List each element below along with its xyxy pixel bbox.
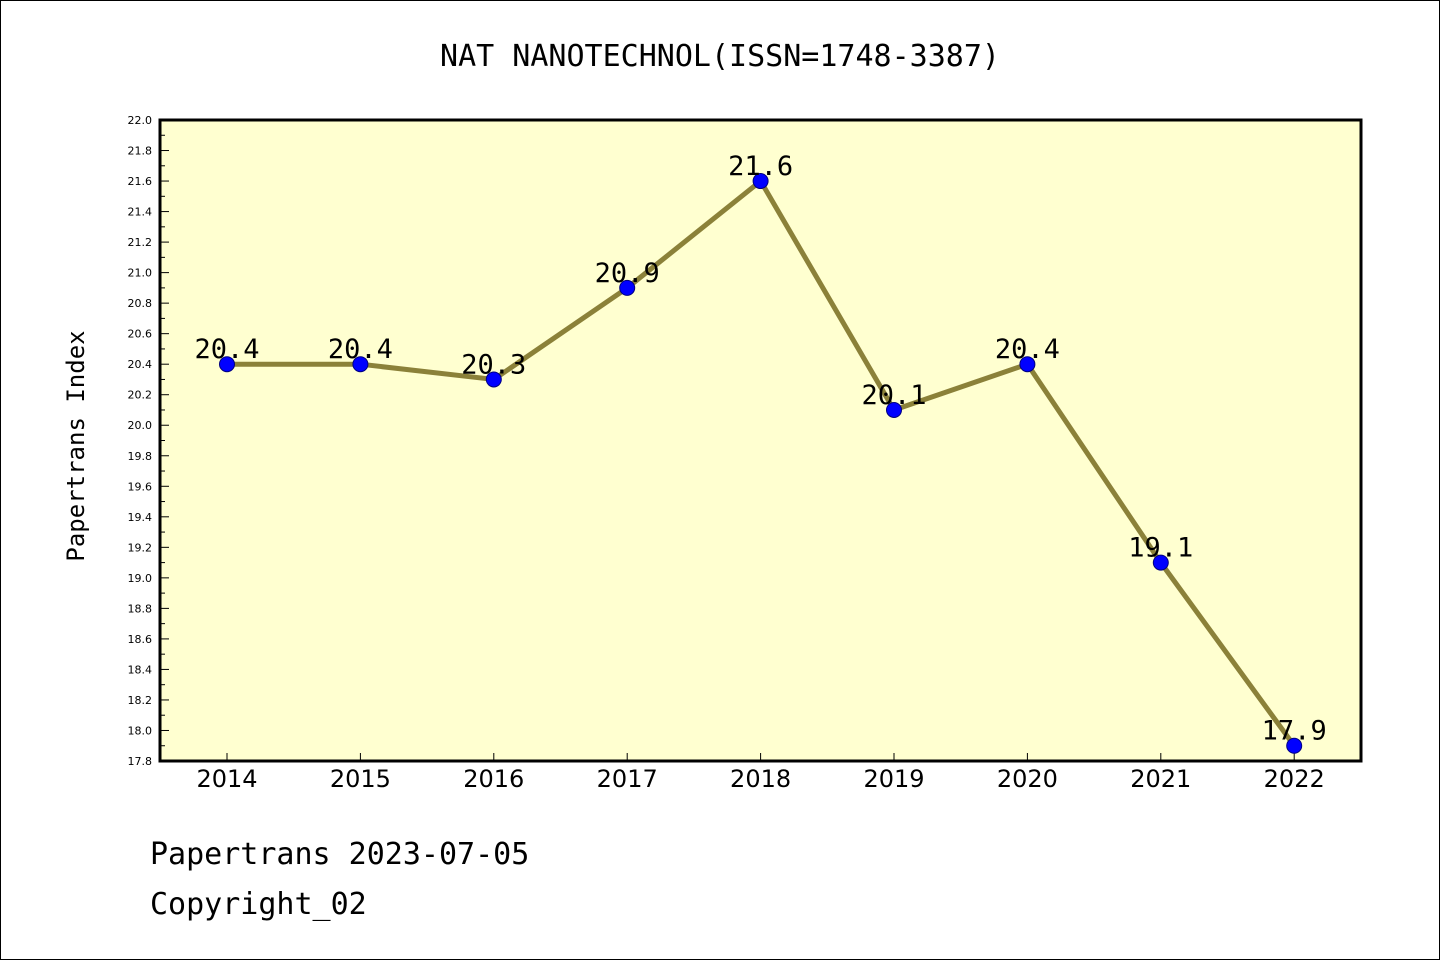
y-tick-label: 20.4 [128, 358, 153, 371]
data-point [352, 356, 369, 373]
marker-group [219, 173, 1303, 754]
y-tick-label: 18.2 [128, 694, 153, 707]
data-point [1019, 356, 1036, 373]
chart-title: NAT NANOTECHNOL(ISSN=1748-3387) [440, 39, 1000, 74]
y-tick-label: 20.0 [128, 419, 153, 432]
y-tick-label: 19.2 [128, 541, 153, 554]
data-point [752, 173, 769, 190]
x-tick-label: 2014 [196, 765, 257, 793]
data-label: 20.3 [461, 349, 526, 380]
data-point [619, 279, 636, 296]
y-tick-label: 21.0 [128, 267, 153, 280]
data-label: 20.4 [995, 334, 1060, 365]
y-tick-label: 21.6 [128, 175, 153, 188]
data-label: 17.9 [1262, 716, 1327, 747]
data-label: 19.1 [1128, 533, 1193, 564]
y-axis: 17.8 18.0 18.2 18.4 18.6 18.8 19.0 19.2 19.4 19.6… [128, 114, 169, 768]
data-point [1286, 737, 1303, 754]
y-tick-label: 18.4 [128, 663, 153, 676]
y-tick-label: 18.6 [128, 633, 153, 646]
plot-area [158, 118, 1363, 763]
y-tick-label: 19.4 [128, 511, 153, 524]
data-label: 20.1 [861, 380, 926, 411]
y-tick-label: 18.8 [128, 602, 153, 615]
y-tick-label: 19.8 [128, 450, 153, 463]
y-tick-label: 20.8 [128, 297, 153, 310]
y-tick-label: 20.6 [128, 328, 153, 341]
data-label: 21.6 [728, 151, 793, 182]
y-tick-label: 19.6 [128, 480, 153, 493]
y-tick-label: 22.0 [128, 114, 153, 127]
y-tick-label: 20.2 [128, 389, 153, 402]
x-tick-label: 2021 [1130, 765, 1191, 793]
data-point [1152, 554, 1169, 571]
x-tick-label: 2015 [330, 765, 391, 793]
data-point [886, 401, 902, 418]
y-tick-label: 18.0 [128, 724, 153, 737]
data-label: 20.4 [194, 334, 259, 365]
x-tick-label: 2019 [863, 765, 924, 793]
y-tick-label: 21.8 [128, 145, 153, 158]
y-tick-label: 17.8 [128, 755, 153, 768]
y-tick-label: 21.4 [128, 206, 153, 219]
x-tick-label: 2017 [597, 765, 658, 793]
footer-date: Papertrans 2023-07-05 [150, 837, 529, 872]
data-label: 20.4 [328, 334, 393, 365]
x-tick-label: 2018 [730, 765, 791, 793]
data-label: 20.9 [595, 258, 660, 289]
x-tick-label: 2022 [1264, 765, 1325, 793]
data-point [485, 371, 502, 388]
y-axis-label: Papertrans Index [62, 330, 90, 561]
x-tick-label: 2016 [463, 765, 524, 793]
y-tick-label: 21.2 [128, 236, 153, 249]
x-tick-label: 2020 [997, 765, 1058, 793]
data-point [219, 356, 235, 373]
footer-copyright: Copyright_02 [150, 887, 367, 922]
y-tick-label: 19.0 [128, 572, 153, 585]
data-label-group: 20.4 20.4 20.3 20.9 21.6 20.1 20.4 19.1 17.9 [194, 151, 1326, 747]
x-axis: 2014 2015 2016 2017 2018 2019 2020 2021 2022 [196, 753, 1325, 793]
